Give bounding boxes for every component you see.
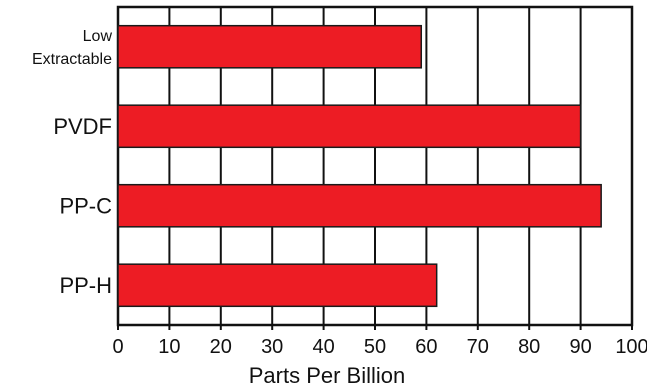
bar-pp-h — [117, 263, 438, 308]
category-label-line: Extractable — [32, 51, 112, 68]
x-tick-label-90: 90 — [569, 336, 591, 358]
bar-pp-c — [117, 183, 602, 228]
x-tick-label-100: 100 — [615, 336, 647, 358]
x-tick-label-70: 70 — [467, 336, 489, 358]
category-label-pvdf: PVDF — [53, 114, 112, 139]
x-axis-title: Parts Per Billion — [249, 363, 406, 387]
category-label-pp-c: PP-C — [59, 193, 112, 218]
category-label-line: PVDF — [53, 114, 112, 139]
x-axis-tick-labels: 0 10 20 30 40 50 60 70 80 90 100 — [112, 336, 647, 358]
category-label-pp-h: PP-H — [59, 273, 112, 298]
x-tick-label-60: 60 — [415, 336, 437, 358]
x-tick-label-0: 0 — [112, 336, 123, 358]
category-label-low-extractable: Low Extractable — [32, 28, 112, 68]
x-tick-label-10: 10 — [158, 336, 180, 358]
bar-pvdf — [117, 104, 582, 149]
category-labels: Low Extractable PVDF PP-C PP-H — [32, 28, 112, 298]
bar-low-extractable — [117, 24, 423, 69]
x-tick-label-50: 50 — [364, 336, 386, 358]
category-label-line: PP-C — [59, 193, 112, 218]
bars — [117, 24, 602, 308]
x-tick-label-40: 40 — [312, 336, 334, 358]
x-axis-ticks — [117, 325, 633, 330]
x-tick-label-30: 30 — [261, 336, 283, 358]
category-label-line: Low — [83, 28, 113, 45]
x-tick-label-80: 80 — [518, 336, 540, 358]
x-tick-label-20: 20 — [210, 336, 232, 358]
category-label-line: PP-H — [59, 273, 112, 298]
